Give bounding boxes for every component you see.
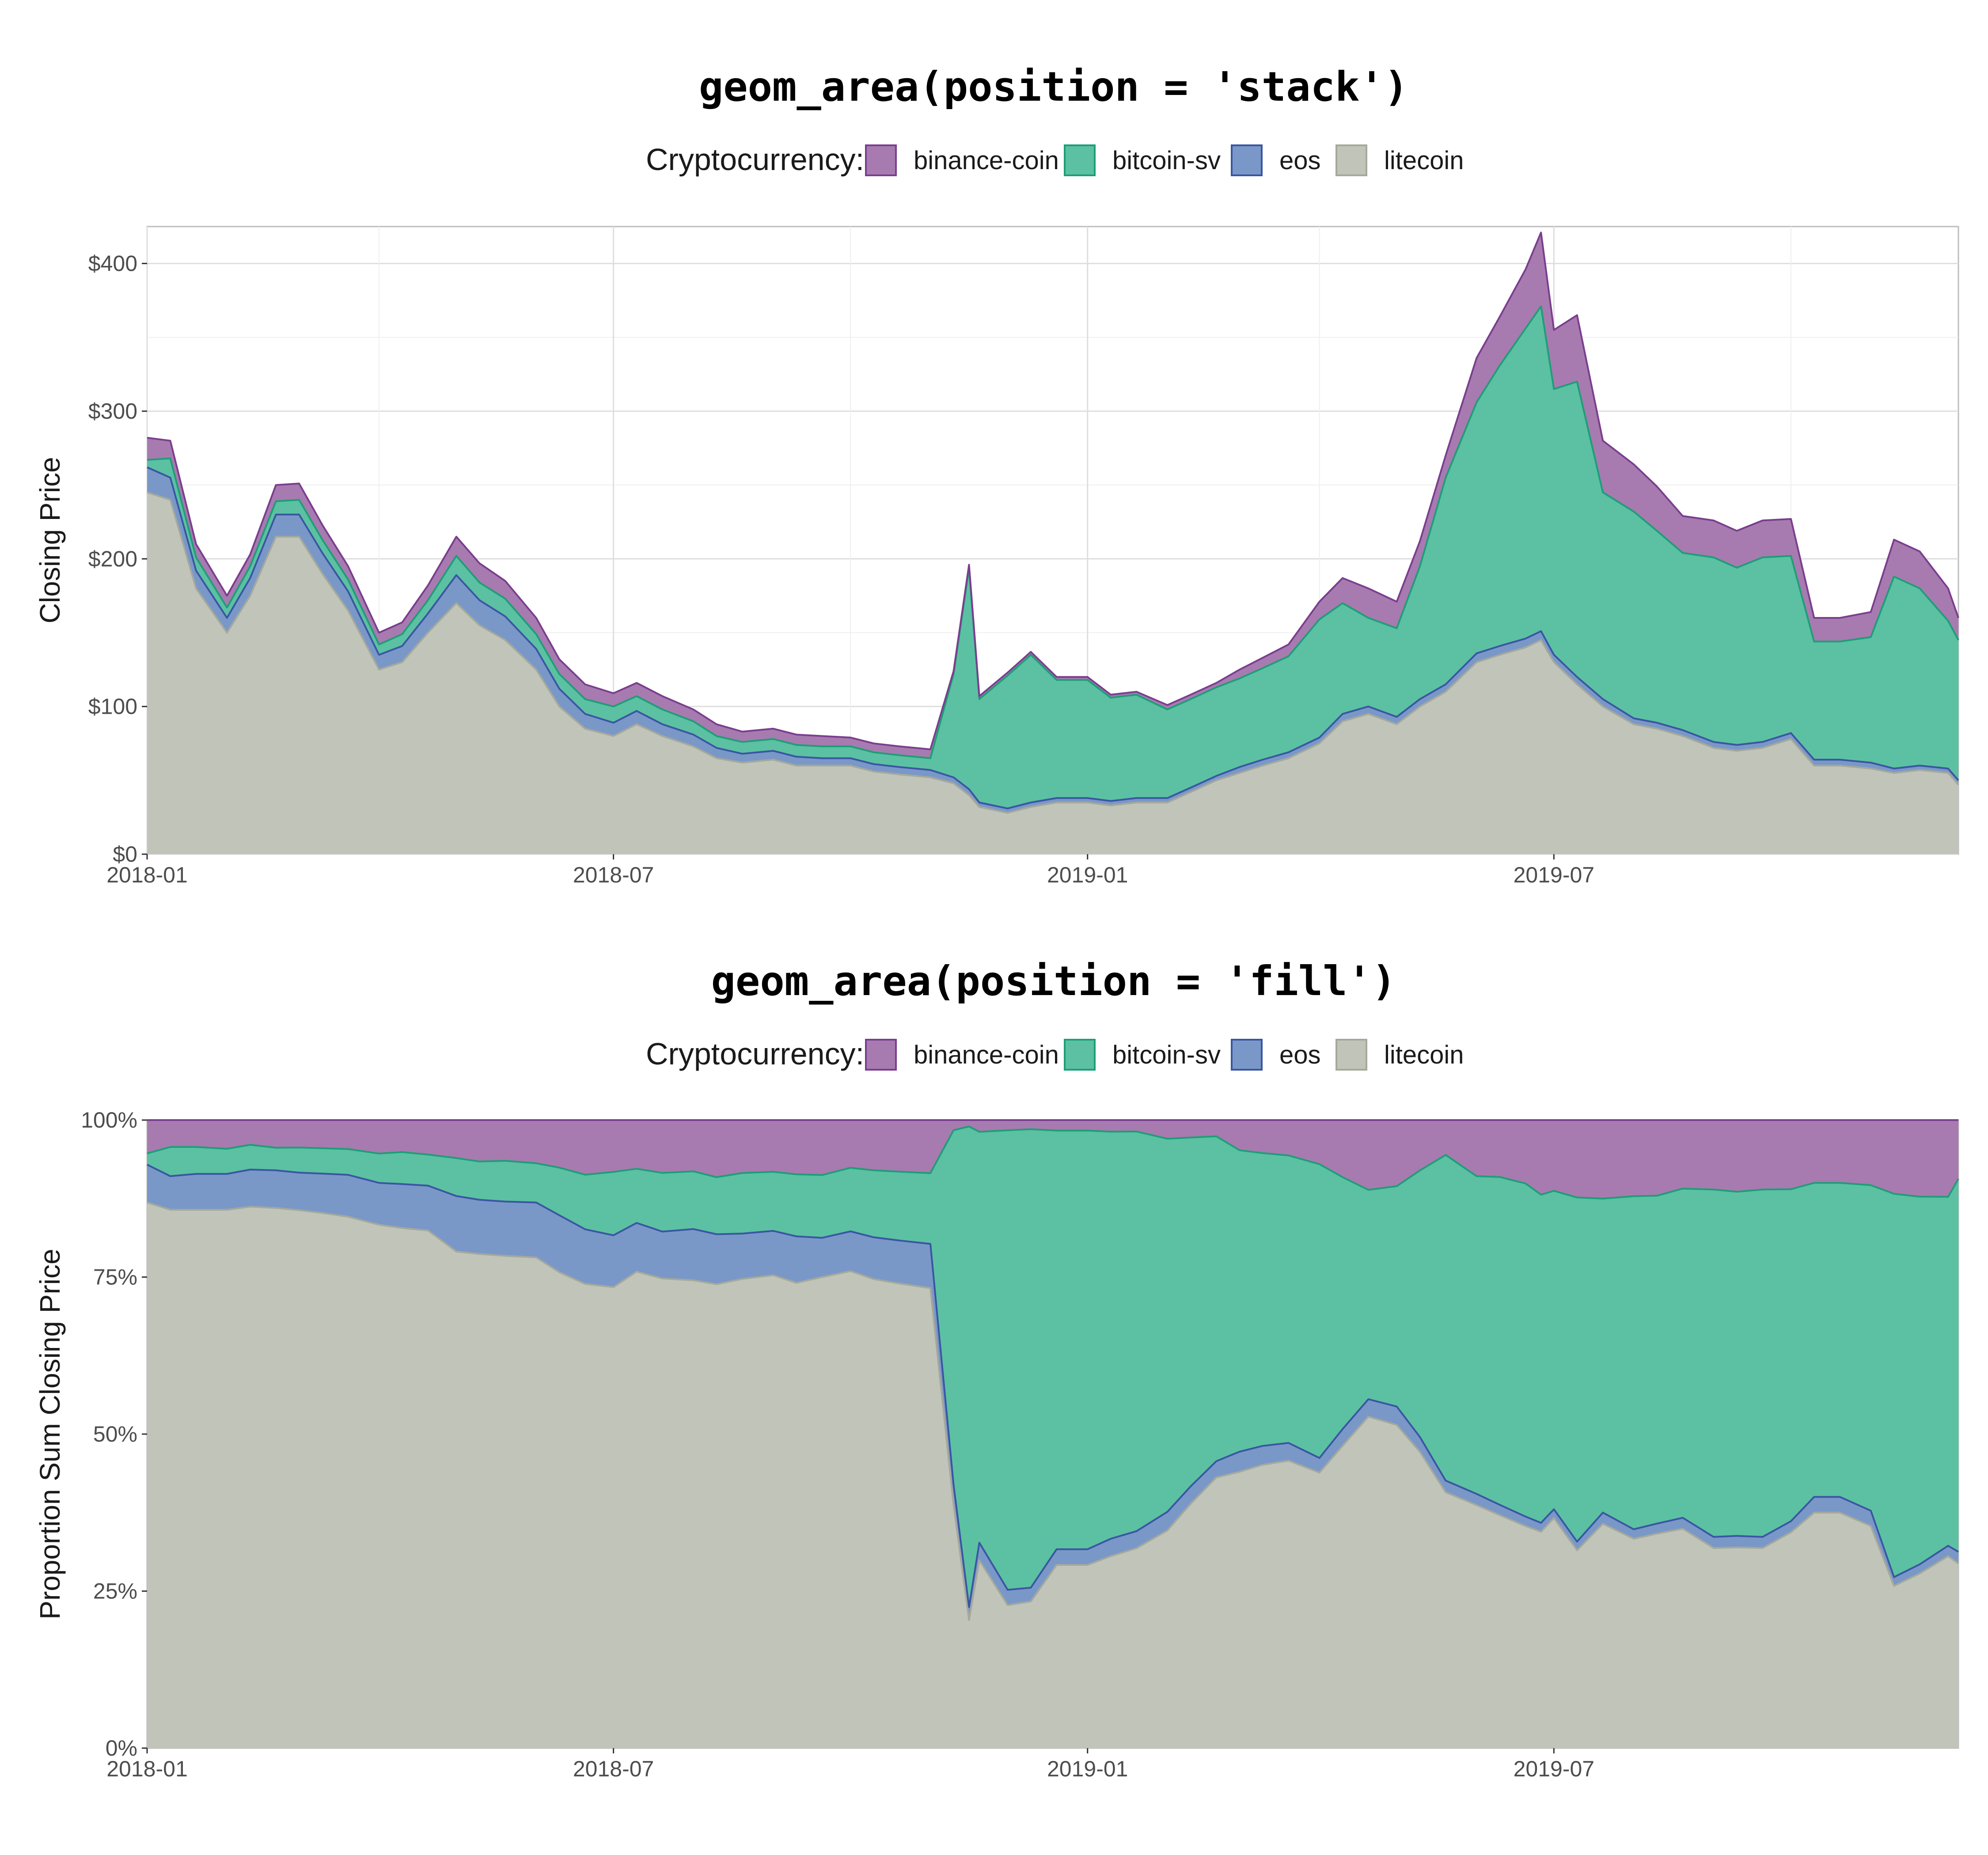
y-tick-label: 0% bbox=[106, 1736, 137, 1760]
legend-label-litecoin: litecoin bbox=[1384, 1041, 1464, 1069]
fill-legend-key-eos: eos bbox=[1231, 1039, 1321, 1071]
stack-x-ticks: 2018-01 2018-07 2019-01 2019-07 bbox=[106, 854, 1594, 887]
x-tick-label: 2018-01 bbox=[106, 863, 188, 887]
y-tick-label: $400 bbox=[88, 251, 137, 276]
y-tick-label: $0 bbox=[113, 842, 137, 867]
legend-swatch-bitcoin-sv bbox=[1064, 144, 1096, 176]
y-tick-label: 75% bbox=[93, 1265, 137, 1290]
fill-chart-title: geom_area(position = 'fill') bbox=[711, 958, 1396, 1005]
stack-chart-title: geom_area(position = 'stack') bbox=[699, 63, 1408, 110]
fill-chart: geom_area(position = 'fill') Cryptocurre… bbox=[34, 958, 1959, 1781]
area-eos bbox=[147, 1164, 1958, 1620]
stack-legend-key-binance-coin: binance-coin bbox=[865, 144, 1059, 176]
y-tick-label: 100% bbox=[81, 1108, 137, 1132]
legend-label-eos: eos bbox=[1279, 1041, 1321, 1069]
x-tick-label: 2018-07 bbox=[573, 1757, 654, 1781]
x-tick-label: 2018-07 bbox=[573, 863, 654, 887]
stack-y-axis-label: Closing Price bbox=[34, 457, 66, 623]
stack-legend-key-eos: eos bbox=[1231, 144, 1321, 176]
fill-legend-key-bitcoin-sv: bitcoin-sv bbox=[1064, 1039, 1221, 1071]
area-litecoin bbox=[147, 1202, 1958, 1748]
legend-swatch-litecoin bbox=[1335, 144, 1367, 176]
line-litecoin bbox=[147, 1201, 1959, 1621]
y-tick-label: $300 bbox=[88, 399, 137, 424]
stack-chart: geom_area(position = 'stack') Cryptocurr… bbox=[34, 63, 1959, 887]
x-tick-label: 2018-01 bbox=[106, 1757, 188, 1781]
fill-areas bbox=[147, 1119, 1959, 1748]
stack-legend: Cryptocurrency: binance-coin bitcoin-sv … bbox=[646, 142, 1464, 177]
area-bitcoin-sv bbox=[147, 306, 1958, 809]
y-tick-label: 50% bbox=[93, 1422, 137, 1446]
legend-swatch-eos bbox=[1231, 1039, 1263, 1071]
legend-label-eos: eos bbox=[1279, 146, 1321, 175]
x-tick-label: 2019-07 bbox=[1514, 1757, 1595, 1781]
area-eos bbox=[147, 467, 1958, 813]
x-tick-label: 2019-07 bbox=[1514, 863, 1595, 887]
legend-label-binance-coin: binance-coin bbox=[914, 146, 1059, 175]
fill-legend: Cryptocurrency: binance-coin bitcoin-sv … bbox=[646, 1037, 1464, 1071]
fill-legend-title: Cryptocurrency: bbox=[646, 1037, 864, 1071]
legend-swatch-bitcoin-sv bbox=[1064, 1039, 1096, 1071]
legend-swatch-litecoin bbox=[1335, 1039, 1367, 1071]
line-bitcoin-sv bbox=[147, 1125, 1959, 1200]
line-binance-coin bbox=[147, 231, 1959, 750]
y-tick-label: $100 bbox=[88, 694, 137, 719]
legend-label-bitcoin-sv: bitcoin-sv bbox=[1112, 146, 1221, 175]
y-tick-label: $200 bbox=[88, 546, 137, 571]
x-tick-label: 2019-01 bbox=[1047, 1757, 1128, 1781]
legend-label-litecoin: litecoin bbox=[1384, 146, 1464, 175]
fill-y-axis-label: Proportion Sum Closing Price bbox=[34, 1249, 66, 1619]
legend-swatch-binance-coin bbox=[865, 144, 897, 176]
stack-y-ticks: $0 $100 $200 $300 $400 bbox=[88, 251, 147, 867]
legend-label-bitcoin-sv: bitcoin-sv bbox=[1112, 1041, 1221, 1069]
line-litecoin bbox=[147, 491, 1959, 814]
area-litecoin bbox=[147, 492, 1958, 854]
x-tick-label: 2019-01 bbox=[1047, 863, 1128, 887]
fill-x-ticks: 2018-01 2018-07 2019-01 2019-07 bbox=[106, 1748, 1594, 1781]
fill-y-ticks: 0% 25% 50% 75% 100% bbox=[81, 1108, 147, 1760]
stack-areas bbox=[147, 231, 1959, 854]
y-tick-label: 25% bbox=[93, 1579, 137, 1604]
line-eos bbox=[147, 1164, 1959, 1608]
stack-legend-title: Cryptocurrency: bbox=[646, 142, 864, 177]
stack-legend-key-bitcoin-sv: bitcoin-sv bbox=[1064, 144, 1221, 176]
area-binance-coin bbox=[147, 1120, 1958, 1199]
line-bitcoin-sv bbox=[147, 305, 1959, 759]
stack-legend-key-litecoin: litecoin bbox=[1335, 144, 1464, 176]
fill-legend-key-litecoin: litecoin bbox=[1335, 1039, 1464, 1071]
legend-swatch-eos bbox=[1231, 144, 1263, 176]
legend-swatch-binance-coin bbox=[865, 1039, 897, 1071]
line-eos bbox=[147, 466, 1959, 810]
area-bitcoin-sv bbox=[147, 1126, 1958, 1607]
legend-label-binance-coin: binance-coin bbox=[914, 1041, 1059, 1069]
fill-legend-key-binance-coin: binance-coin bbox=[865, 1039, 1059, 1071]
